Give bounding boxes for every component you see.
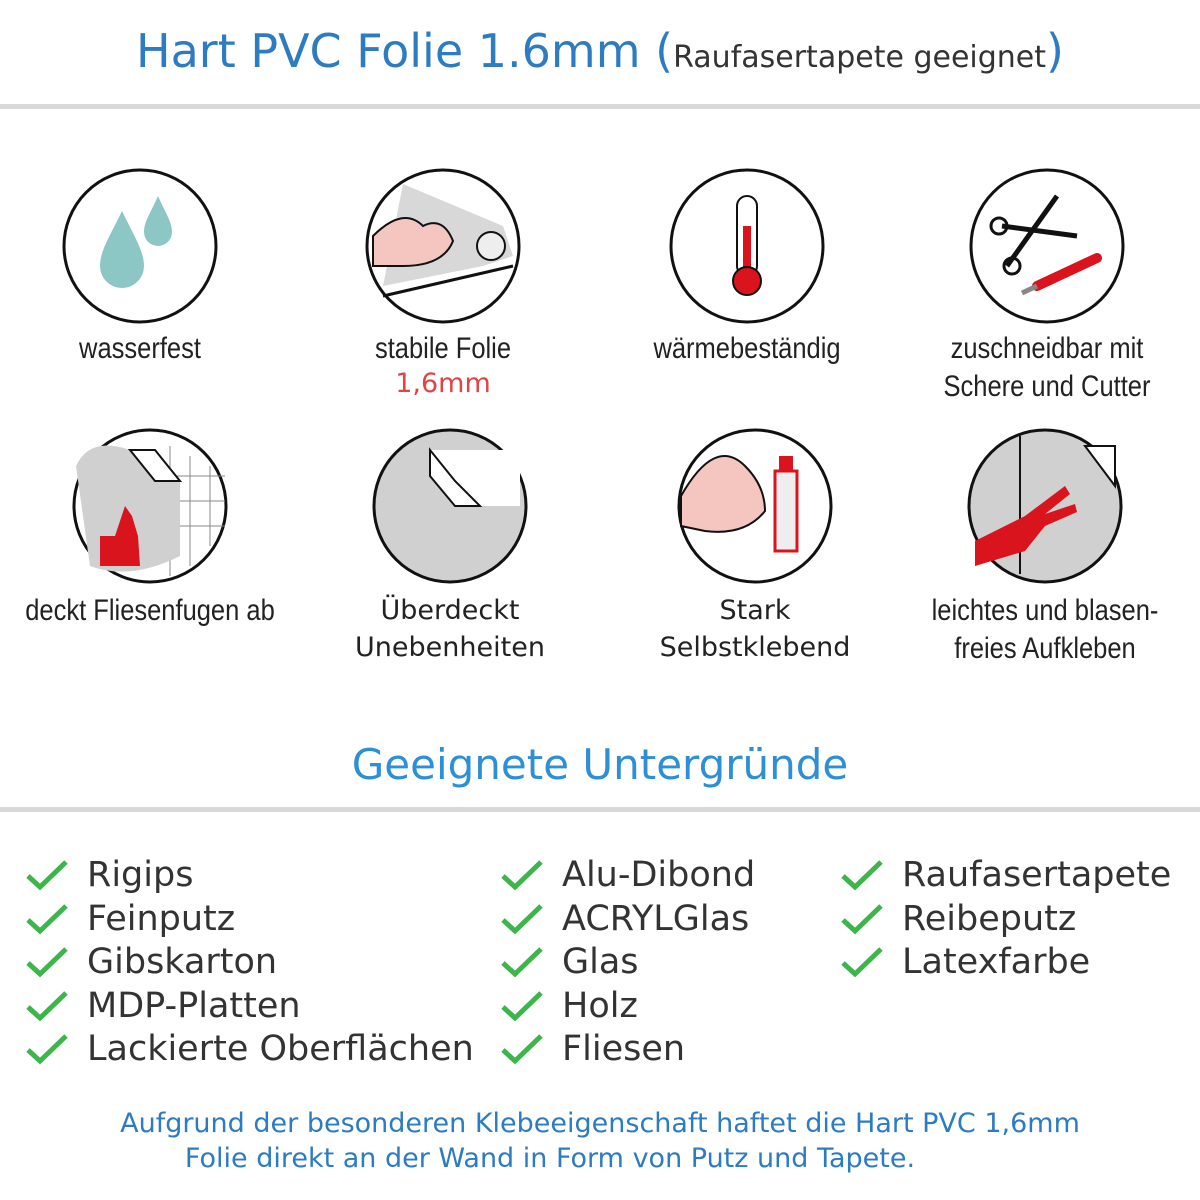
surface-item: ACRYLGlas [500,899,749,939]
surface-item: Alu-Dibond [500,855,755,895]
surface-label: Gibskarton [87,942,278,982]
feature-label: wärmebeständig [653,332,841,365]
surface-label: Fliesen [562,1029,686,1069]
feature-fliesenfugen: deckt Fliesenfugen ab [0,426,300,630]
page-title: Hart PVC Folie 1.6mm (Raufasertapete gee… [0,24,1200,78]
surface-label: Feinputz [87,898,236,939]
footer-line-1: Aufgrund der besonderen Klebeeigenschaft… [120,1108,1080,1139]
hand-smooth-icon [967,428,1123,584]
check-icon [501,860,543,891]
check-icon [26,860,68,891]
surface-label: ACRYLGlas [562,898,750,939]
feature-wasserfest: wasserfest [0,166,290,368]
feature-label: Überdeckt [380,595,520,626]
check-icon [501,947,543,978]
feature-label: freies Aufkleben [954,632,1136,665]
surface-label: Lackierte Oberflächen [87,1029,474,1069]
feature-label: Stark [719,595,791,626]
feature-label: Unebenheiten [355,632,545,663]
title-subtitle: Raufasertapete geeignet [673,40,1047,75]
surface-item: Raufasertapete [840,855,1171,895]
feature-highlight: 1,6mm [395,368,491,399]
water-drops-icon [62,168,218,324]
scissors-cutter-icon [969,168,1125,324]
feature-label: Schere und Cutter [943,370,1151,403]
surface-item: Reibeputz [840,899,1076,939]
paren: ) [1046,24,1064,78]
check-icon [841,860,883,891]
divider [0,104,1200,109]
check-icon [841,947,883,978]
feature-label: stabile Folie [374,332,512,365]
surface-item: Lackierte Oberflächen [25,1029,474,1069]
surface-label: Reibeputz [902,898,1077,939]
footer-line-2: Folie direkt an der Wand in Form von Put… [184,1143,916,1174]
foil-peel-icon [372,428,528,584]
feature-label: Selbstklebend [659,632,851,663]
surface-item: Gibskarton [25,942,277,982]
check-icon [501,990,543,1021]
check-icon [26,1034,68,1065]
check-icon [26,903,68,934]
surface-item: MDP-Platten [25,986,301,1026]
check-icon [501,1034,543,1065]
feature-label: deckt Fliesenfugen ab [25,594,275,627]
surface-item: Latexfarbe [840,942,1090,982]
check-icon [841,903,883,934]
paren: ( [655,24,674,78]
surface-label: Rigips [87,855,194,895]
divider [0,807,1200,812]
tile-thumbs-up-icon [72,428,228,584]
check-icon [26,990,68,1021]
feature-stabile-folie: stabile Folie 1,6mm [293,166,593,399]
section-title: Geeignete Untergründe [351,740,849,789]
surface-label: Alu-Dibond [562,855,756,895]
check-icon [26,947,68,978]
surface-label: Latexfarbe [902,942,1091,982]
feature-label: zuschneidbar mit [950,332,1144,365]
arm-glue-icon [677,428,833,584]
feature-aufkleben: leichtes und blasen- freies Aufkleben [895,426,1195,668]
strong-arm-foil-icon [365,168,521,324]
feature-waermebestaendig: wärmebeständig [597,166,897,368]
surface-label: Holz [562,985,638,1026]
feature-selbstklebend: Stark Selbstklebend [605,426,905,666]
surface-item: Fliesen [500,1029,685,1069]
surface-label: Raufasertapete [902,855,1172,895]
title-main: Hart PVC Folie 1.6mm [136,24,641,78]
thermometer-icon [669,168,825,324]
surface-item: Glas [500,942,639,982]
surface-label: Glas [562,942,639,982]
feature-label: wasserfest [79,332,201,365]
surface-label: MDP-Platten [87,985,301,1026]
surface-item: Rigips [25,855,193,895]
check-icon [501,903,543,934]
feature-unebenheiten: Überdeckt Unebenheiten [300,426,600,666]
surface-item: Feinputz [25,899,235,939]
surface-item: Holz [500,986,638,1026]
feature-label: leichtes und blasen- [931,594,1159,627]
feature-zuschneidbar: zuschneidbar mit Schere und Cutter [897,166,1197,406]
